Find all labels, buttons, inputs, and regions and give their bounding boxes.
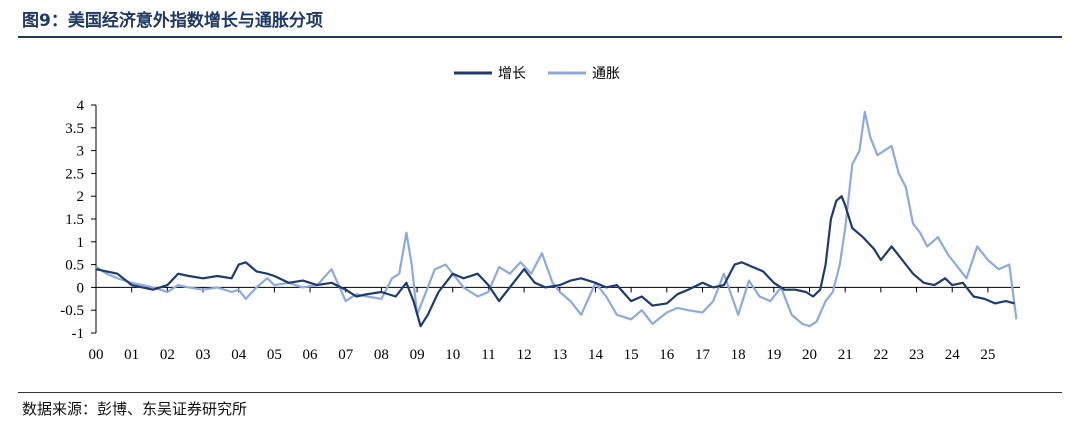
- x-tick-label: 17: [695, 347, 711, 363]
- y-tick-label: 3.5: [65, 121, 84, 137]
- x-tick-label: 00: [89, 347, 104, 363]
- x-tick-label: 25: [980, 347, 995, 363]
- x-tick-label: 04: [231, 347, 247, 363]
- x-tick-label: 19: [766, 347, 781, 363]
- x-tick-label: 23: [909, 347, 924, 363]
- y-tick-label: -0.5: [60, 303, 84, 319]
- line-chart: 增长 通胀 4 3.5 3 2.5 2 1.5 1 0.5 0 -0.5 -100 01 02 03 04 0…: [60, 66, 1020, 363]
- source-note: 数据来源：彭博、东吴证券研究所: [22, 400, 248, 418]
- legend-label-inflation: 通胀: [592, 66, 620, 82]
- x-tick-label: 10: [445, 347, 460, 363]
- legend-label-growth: 增长: [498, 66, 526, 82]
- legend: 增长 通胀: [454, 66, 620, 82]
- x-tick-label: 24: [945, 347, 961, 363]
- x-tick-label: 14: [588, 347, 604, 363]
- axes: 4 3.5 3 2.5 2 1.5 1 0.5 0 -0.5 -100 01 02 03 04 05 06 07 0…: [60, 98, 1020, 363]
- x-tick-label: 12: [517, 347, 532, 363]
- y-tick-label: 0: [77, 280, 85, 296]
- x-tick-label: 21: [838, 347, 853, 363]
- title-rule: [18, 36, 1062, 38]
- x-tick-label: 20: [802, 347, 817, 363]
- x-tick-label: 03: [196, 347, 211, 363]
- y-tick-label: 1: [77, 235, 85, 251]
- x-tick-label: 16: [659, 347, 675, 363]
- series-line-inflation: [95, 110, 1018, 328]
- y-tick-label: 2.5: [65, 166, 84, 182]
- y-tick-label: 4: [77, 98, 85, 114]
- x-tick-label: 09: [410, 347, 425, 363]
- y-tick-label: 2: [77, 189, 85, 205]
- y-tick-label: 1.5: [65, 212, 84, 228]
- x-tick-label: 15: [624, 347, 639, 363]
- series-line-growth: [95, 195, 1015, 328]
- x-tick-label: 07: [338, 347, 354, 363]
- x-tick-label: 22: [873, 347, 888, 363]
- x-tick-label: 01: [124, 347, 139, 363]
- x-tick-label: 18: [731, 347, 746, 363]
- x-tick-label: 02: [160, 347, 175, 363]
- x-tick-label: 08: [374, 347, 389, 363]
- source-rule: [18, 392, 1062, 393]
- x-tick-label: 05: [267, 347, 282, 363]
- series-lines: [95, 110, 1018, 328]
- x-tick-label: 06: [303, 347, 319, 363]
- y-tick-label: 3: [77, 144, 85, 160]
- x-tick-label: 11: [481, 347, 495, 363]
- x-tick-label: 13: [552, 347, 567, 363]
- y-tick-label: 0.5: [65, 258, 84, 274]
- chart-title: 图9：美国经济意外指数增长与通胀分项: [22, 11, 323, 31]
- y-tick-label: -1: [72, 326, 85, 342]
